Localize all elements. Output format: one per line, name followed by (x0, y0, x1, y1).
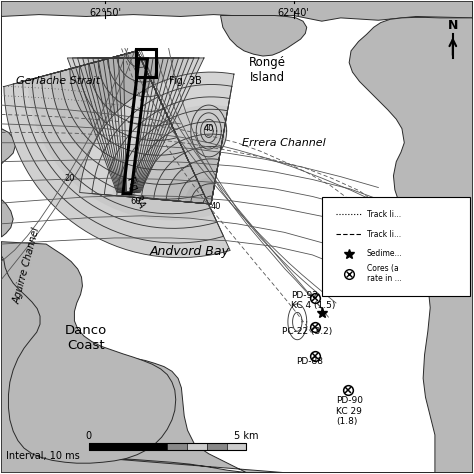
Text: Errera Channel: Errera Channel (242, 138, 326, 148)
Text: Fig. 3B: Fig. 3B (169, 76, 201, 86)
Polygon shape (349, 1, 473, 473)
Polygon shape (1, 16, 16, 237)
Text: Cores (a
rate in ...: Cores (a rate in ... (366, 264, 401, 283)
Text: Danco
Coast: Danco Coast (65, 324, 107, 352)
Text: Rongé
Island: Rongé Island (249, 56, 286, 84)
Polygon shape (88, 51, 172, 128)
FancyBboxPatch shape (322, 197, 470, 296)
Text: PC-22 (3.2): PC-22 (3.2) (282, 327, 332, 336)
Polygon shape (93, 58, 178, 192)
Bar (227, 443, 246, 450)
Bar (187, 443, 207, 450)
Polygon shape (67, 58, 204, 192)
Polygon shape (28, 51, 213, 220)
Text: PD-90
KC 29
(1.8): PD-90 KC 29 (1.8) (336, 396, 363, 426)
Text: Interval, 10 ms: Interval, 10 ms (6, 451, 80, 461)
Polygon shape (191, 105, 227, 157)
Polygon shape (104, 58, 167, 192)
Text: 0: 0 (85, 430, 91, 440)
Polygon shape (349, 218, 381, 247)
Polygon shape (80, 72, 234, 204)
Polygon shape (1, 1, 473, 21)
Bar (167, 443, 187, 450)
Text: Sedime...: Sedime... (366, 249, 402, 258)
Bar (207, 443, 227, 450)
Polygon shape (112, 105, 228, 204)
Text: 62°50': 62°50' (89, 8, 121, 18)
Text: Andvord Bay: Andvord Bay (150, 245, 230, 258)
Text: Fig. 3A: Fig. 3A (125, 175, 146, 209)
Text: 40: 40 (210, 202, 221, 211)
Polygon shape (51, 51, 198, 185)
Text: Track li...: Track li... (366, 210, 401, 219)
Text: 5 km: 5 km (234, 430, 259, 440)
Text: Track li...: Track li... (366, 230, 401, 239)
Bar (89, 443, 167, 450)
Polygon shape (81, 58, 191, 192)
Polygon shape (185, 178, 216, 204)
Polygon shape (114, 58, 157, 192)
Text: 60: 60 (130, 197, 141, 206)
Text: Aguirre Channel: Aguirre Channel (12, 226, 42, 305)
Polygon shape (4, 51, 230, 258)
Text: 20: 20 (64, 173, 75, 182)
Bar (89, 443, 246, 450)
Text: 40: 40 (203, 124, 214, 133)
Polygon shape (71, 51, 183, 154)
Polygon shape (1, 242, 176, 463)
Text: 62°40': 62°40' (278, 8, 310, 18)
Text: PD-88: PD-88 (296, 357, 323, 366)
Text: PD-92
KC 4 (1.5): PD-92 KC 4 (1.5) (291, 291, 336, 310)
Polygon shape (220, 16, 307, 56)
Text: Gerlache Strait: Gerlache Strait (16, 76, 100, 86)
Polygon shape (1, 242, 473, 473)
Polygon shape (143, 136, 223, 204)
Text: N: N (447, 19, 458, 32)
Polygon shape (165, 158, 219, 204)
